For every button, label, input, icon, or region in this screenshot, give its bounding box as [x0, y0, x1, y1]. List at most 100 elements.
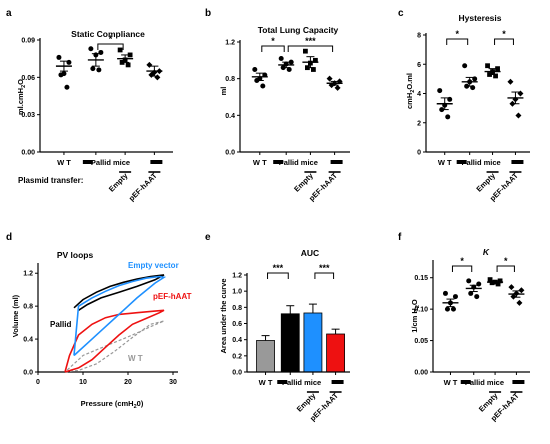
e-y-tick-label: 0.2	[232, 353, 242, 360]
d-series-w-t	[64, 320, 165, 373]
b-point	[303, 48, 308, 54]
c-y-tick-label: 4	[417, 91, 421, 98]
f-pallid-bar-right	[512, 380, 525, 384]
c-point	[507, 78, 514, 85]
d-series-empty-vector	[73, 275, 167, 357]
e-bar	[256, 340, 275, 373]
panel-a-ylabel: ml.cmH2O	[16, 79, 27, 115]
e-y-tick-label: 0.4	[232, 337, 242, 344]
e-label-pallid: Pallid mice	[282, 378, 321, 387]
f-y-tick-label: 0.05	[414, 338, 428, 345]
c-point	[515, 112, 522, 119]
b-pallid-bar-left	[273, 160, 284, 164]
b-point	[326, 75, 333, 82]
f-label-pallid: Pallid mice	[465, 378, 504, 387]
panel-c-letter: c	[398, 8, 404, 19]
b-y-tick-label: 0.4	[225, 113, 235, 120]
b-y-tick-label: 0.8	[225, 76, 235, 83]
b-point	[311, 67, 316, 72]
a-pallid-bar-right	[150, 160, 163, 164]
d-annotation-wt: W T	[128, 354, 143, 363]
f-point	[468, 290, 474, 296]
panel-a-title: Static Compliance	[71, 29, 145, 39]
a-point	[58, 72, 64, 78]
b-label-empty: Empty	[292, 170, 315, 193]
a-point	[125, 62, 131, 68]
chart-layer: 0.000.030.060.09 *W T Pallid miceEmptypEF-…	[21, 29, 530, 423]
c-sig-bracket	[494, 38, 514, 45]
a-point	[96, 67, 102, 73]
panel-f-title: K	[483, 247, 490, 257]
f-label-wt: W T	[444, 378, 458, 387]
d-y-tick-label: 0.4	[23, 337, 33, 344]
a-label-pef: pEF-hAAT	[127, 171, 159, 203]
b-sig-label: ***	[305, 36, 316, 46]
f-sig-label: *	[460, 256, 464, 266]
d-x-tick-label: 20	[124, 379, 132, 386]
d-series-pef-haat	[64, 309, 165, 373]
b-sig-label: *	[271, 36, 275, 46]
f-sig-label: *	[504, 256, 508, 266]
b-point	[286, 67, 292, 72]
panel-b-ylabel: ml	[219, 87, 228, 96]
c-label-pallid: Pallid mice	[462, 158, 501, 167]
panel-c-ylabel: cmH2O.ml	[405, 73, 416, 109]
f-point	[466, 278, 472, 284]
d-annotation-pallid: Pallid	[50, 320, 71, 329]
a-point	[98, 49, 104, 55]
panel-d-letter: d	[6, 232, 12, 243]
e-y-tick-label: 1.0	[232, 289, 242, 296]
f-point	[510, 293, 517, 300]
a-point	[127, 52, 133, 58]
a-point	[154, 74, 161, 81]
c-point	[517, 90, 524, 97]
d-annotation-empty-vector: Empty vector	[128, 261, 179, 270]
b-label-wt: W T	[253, 158, 267, 167]
f-pallid-bar-left	[460, 380, 471, 384]
d-x-tick-label: 0	[36, 379, 40, 386]
panel-f-ylabel: 1/cm H2O	[410, 299, 421, 333]
f-point	[508, 284, 515, 291]
f-y-tick-label: 0.10	[414, 307, 428, 314]
e-y-tick-label: 0.8	[232, 305, 242, 312]
a-sig-label: *	[109, 34, 113, 44]
c-sig-bracket	[446, 38, 469, 45]
b-point	[288, 59, 294, 65]
c-y-tick-label: 6	[417, 62, 421, 69]
f-point	[452, 294, 458, 300]
c-point	[437, 88, 443, 94]
panel-e-ylabel: Area under the curve	[219, 278, 228, 353]
b-y-tick-label: 1.2	[225, 40, 235, 47]
panel-d-ylabel: Volume (ml)	[11, 294, 20, 337]
d-annotation-pef: pEF-hAAT	[153, 292, 192, 301]
e-y-tick-label: 1.2	[232, 273, 242, 280]
c-y-tick-label: 2	[417, 120, 421, 127]
b-y-tick-label: 0.0	[225, 150, 235, 157]
f-y-tick-label: 0.15	[414, 275, 428, 282]
c-pallid-bar-right	[511, 160, 524, 164]
f-y-tick-label: 0.00	[414, 370, 428, 377]
panel-a-letter: a	[6, 8, 12, 19]
a-pallid-bar-left	[82, 160, 93, 164]
panel-d-title: PV loops	[57, 250, 94, 260]
b-point	[334, 84, 341, 91]
panel-c-title: Hysteresis	[458, 13, 501, 23]
a-sig-bracket	[97, 43, 124, 50]
c-point	[445, 114, 451, 120]
e-sig-label: ***	[319, 263, 330, 273]
a-point	[90, 66, 96, 72]
d-series-pallid	[73, 274, 165, 311]
f-sig-bracket	[496, 265, 515, 272]
a-point	[146, 61, 153, 68]
e-pallid-bar-right	[331, 380, 344, 384]
e-sig-bracket	[314, 272, 335, 279]
c-point	[462, 63, 468, 69]
b-point	[278, 56, 284, 61]
e-pallid-bar-left	[277, 380, 288, 384]
panel-e-letter: e	[205, 232, 211, 243]
b-sig-bracket	[261, 45, 285, 52]
c-sig-label: *	[455, 29, 459, 39]
c-label-wt: W T	[438, 158, 452, 167]
c-sig-label: *	[502, 29, 506, 39]
